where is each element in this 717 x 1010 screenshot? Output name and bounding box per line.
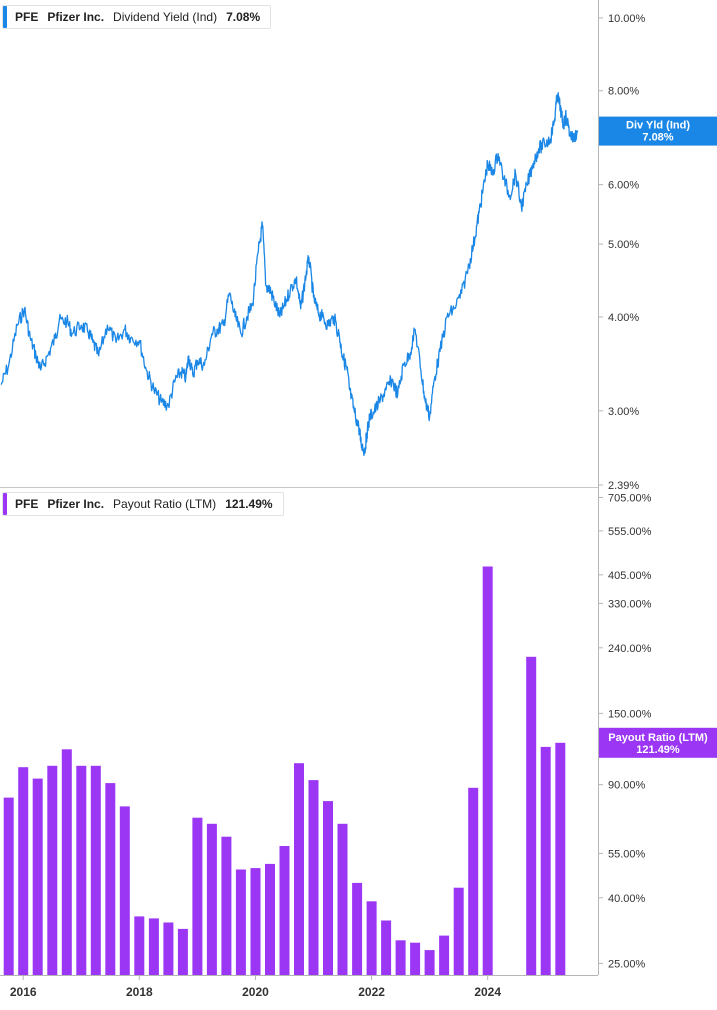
payout-bar bbox=[221, 836, 232, 975]
payout-bar bbox=[76, 765, 87, 975]
payout-bar bbox=[555, 742, 566, 975]
payout-bar bbox=[32, 778, 43, 975]
yield-value-flag: Div Yld (Ind) 7.08% bbox=[599, 116, 717, 146]
payout-flag-background bbox=[599, 727, 717, 758]
payout-axis-tick-label: 150.00% bbox=[608, 708, 652, 720]
yield-axis-tick-label: 6.00% bbox=[608, 180, 639, 192]
payout-bar bbox=[540, 746, 551, 975]
payout-axis: 25.00% 40.00% 55.00% 90.00% 150.00% 240.00% 33… bbox=[598, 492, 652, 970]
payout-axis-tick-label: 40.00% bbox=[608, 893, 646, 905]
payout-bar bbox=[323, 801, 333, 975]
payout-legend: PFE Pfizer Inc. Payout Ratio (LTM) 121.4… bbox=[2, 492, 284, 516]
yield-legend-metric: Dividend Yield (Ind) bbox=[113, 10, 218, 24]
yield-axis-tick-label: 2.39% bbox=[608, 480, 639, 492]
payout-bar bbox=[18, 767, 29, 975]
payout-bar bbox=[279, 846, 290, 975]
payout-axis-tick-label: 330.00% bbox=[608, 598, 652, 610]
payout-bar bbox=[265, 863, 275, 975]
payout-bar bbox=[3, 797, 14, 975]
payout-bar bbox=[352, 882, 363, 975]
yield-legend: PFE Pfizer Inc. Dividend Yield (Ind) 7.0… bbox=[2, 5, 272, 29]
payout-bar bbox=[381, 920, 392, 975]
yield-flag-label: Div Yld (Ind) bbox=[626, 120, 690, 132]
x-axis-tick-label: 2022 bbox=[358, 985, 385, 999]
payout-legend-metric: Payout Ratio (LTM) bbox=[113, 497, 217, 511]
yield-flag-value: 7.08% bbox=[642, 132, 673, 144]
payout-bar bbox=[192, 817, 203, 975]
payout-bar bbox=[119, 806, 130, 975]
yield-legend-ticker: PFE bbox=[15, 10, 39, 24]
payout-bar bbox=[410, 942, 421, 975]
yield-axis-tick-label: 8.00% bbox=[608, 86, 639, 98]
x-axis-tick-label: 2024 bbox=[474, 985, 501, 999]
payout-bar bbox=[134, 916, 145, 975]
payout-axis-tick-label: 240.00% bbox=[608, 643, 652, 655]
payout-legend-ticker: PFE bbox=[15, 497, 39, 511]
yield-axis: 2.39%3.00%4.00%5.00%6.00%7.00%8.00%10.00… bbox=[598, 13, 646, 492]
payout-bar bbox=[177, 928, 188, 975]
x-axis: 2016 2018 2020 2022 2024 bbox=[10, 975, 501, 999]
payout-axis-tick-label: 405.00% bbox=[608, 570, 652, 582]
payout-bar bbox=[439, 935, 450, 975]
payout-bar bbox=[47, 765, 58, 975]
payout-bar bbox=[424, 950, 435, 975]
payout-bar bbox=[395, 940, 406, 975]
payout-bar bbox=[90, 765, 101, 975]
payout-axis-tick-label: 25.00% bbox=[608, 958, 646, 970]
payout-bar bbox=[250, 868, 261, 975]
payout-axis-tick-label: 55.00% bbox=[608, 848, 646, 860]
yield-flag-background bbox=[599, 116, 717, 146]
payout-value-flag: Payout Ratio (LTM) 121.49% bbox=[599, 727, 717, 758]
payout-legend-value: 121.49% bbox=[225, 497, 273, 511]
yield-axis-tick-label: 4.00% bbox=[608, 312, 639, 324]
payout-axis-tick-label: 555.00% bbox=[608, 526, 652, 538]
payout-bar bbox=[526, 656, 537, 975]
payout-series bbox=[3, 566, 566, 975]
payout-bar bbox=[294, 763, 304, 975]
payout-bar bbox=[61, 749, 72, 975]
x-axis-tick-label: 2018 bbox=[126, 985, 153, 999]
payout-bar bbox=[235, 869, 246, 975]
payout-bar bbox=[468, 787, 479, 975]
payout-bar bbox=[453, 887, 464, 975]
yield-axis-tick-label: 10.00% bbox=[608, 13, 646, 25]
payout-bar bbox=[206, 823, 217, 975]
payout-flag-value: 121.49% bbox=[636, 744, 680, 756]
yield-axis-tick-label: 5.00% bbox=[608, 239, 639, 251]
payout-bar bbox=[308, 780, 319, 975]
payout-bar bbox=[163, 922, 174, 975]
payout-axis-tick-label: 705.00% bbox=[608, 492, 652, 504]
payout-bar bbox=[482, 566, 493, 975]
yield-series bbox=[0, 91, 579, 456]
yield-legend-value: 7.08% bbox=[226, 10, 261, 24]
payout-legend-company: Pfizer Inc. bbox=[47, 497, 105, 511]
payout-legend-swatch bbox=[3, 493, 7, 515]
payout-bar bbox=[337, 823, 348, 975]
payout-bar bbox=[366, 901, 377, 975]
yield-legend-company: Pfizer Inc. bbox=[47, 10, 105, 24]
yield-axis-tick-label: 3.00% bbox=[608, 406, 639, 418]
payout-flag-label: Payout Ratio (LTM) bbox=[608, 732, 708, 744]
x-axis-tick-label: 2016 bbox=[10, 985, 37, 999]
payout-axis-tick-label: 90.00% bbox=[608, 780, 646, 792]
dividend-yield-line bbox=[0, 91, 579, 456]
payout-bar bbox=[148, 918, 159, 975]
payout-bar bbox=[105, 783, 116, 975]
x-axis-tick-label: 2020 bbox=[242, 985, 269, 999]
yield-legend-swatch bbox=[3, 6, 7, 28]
